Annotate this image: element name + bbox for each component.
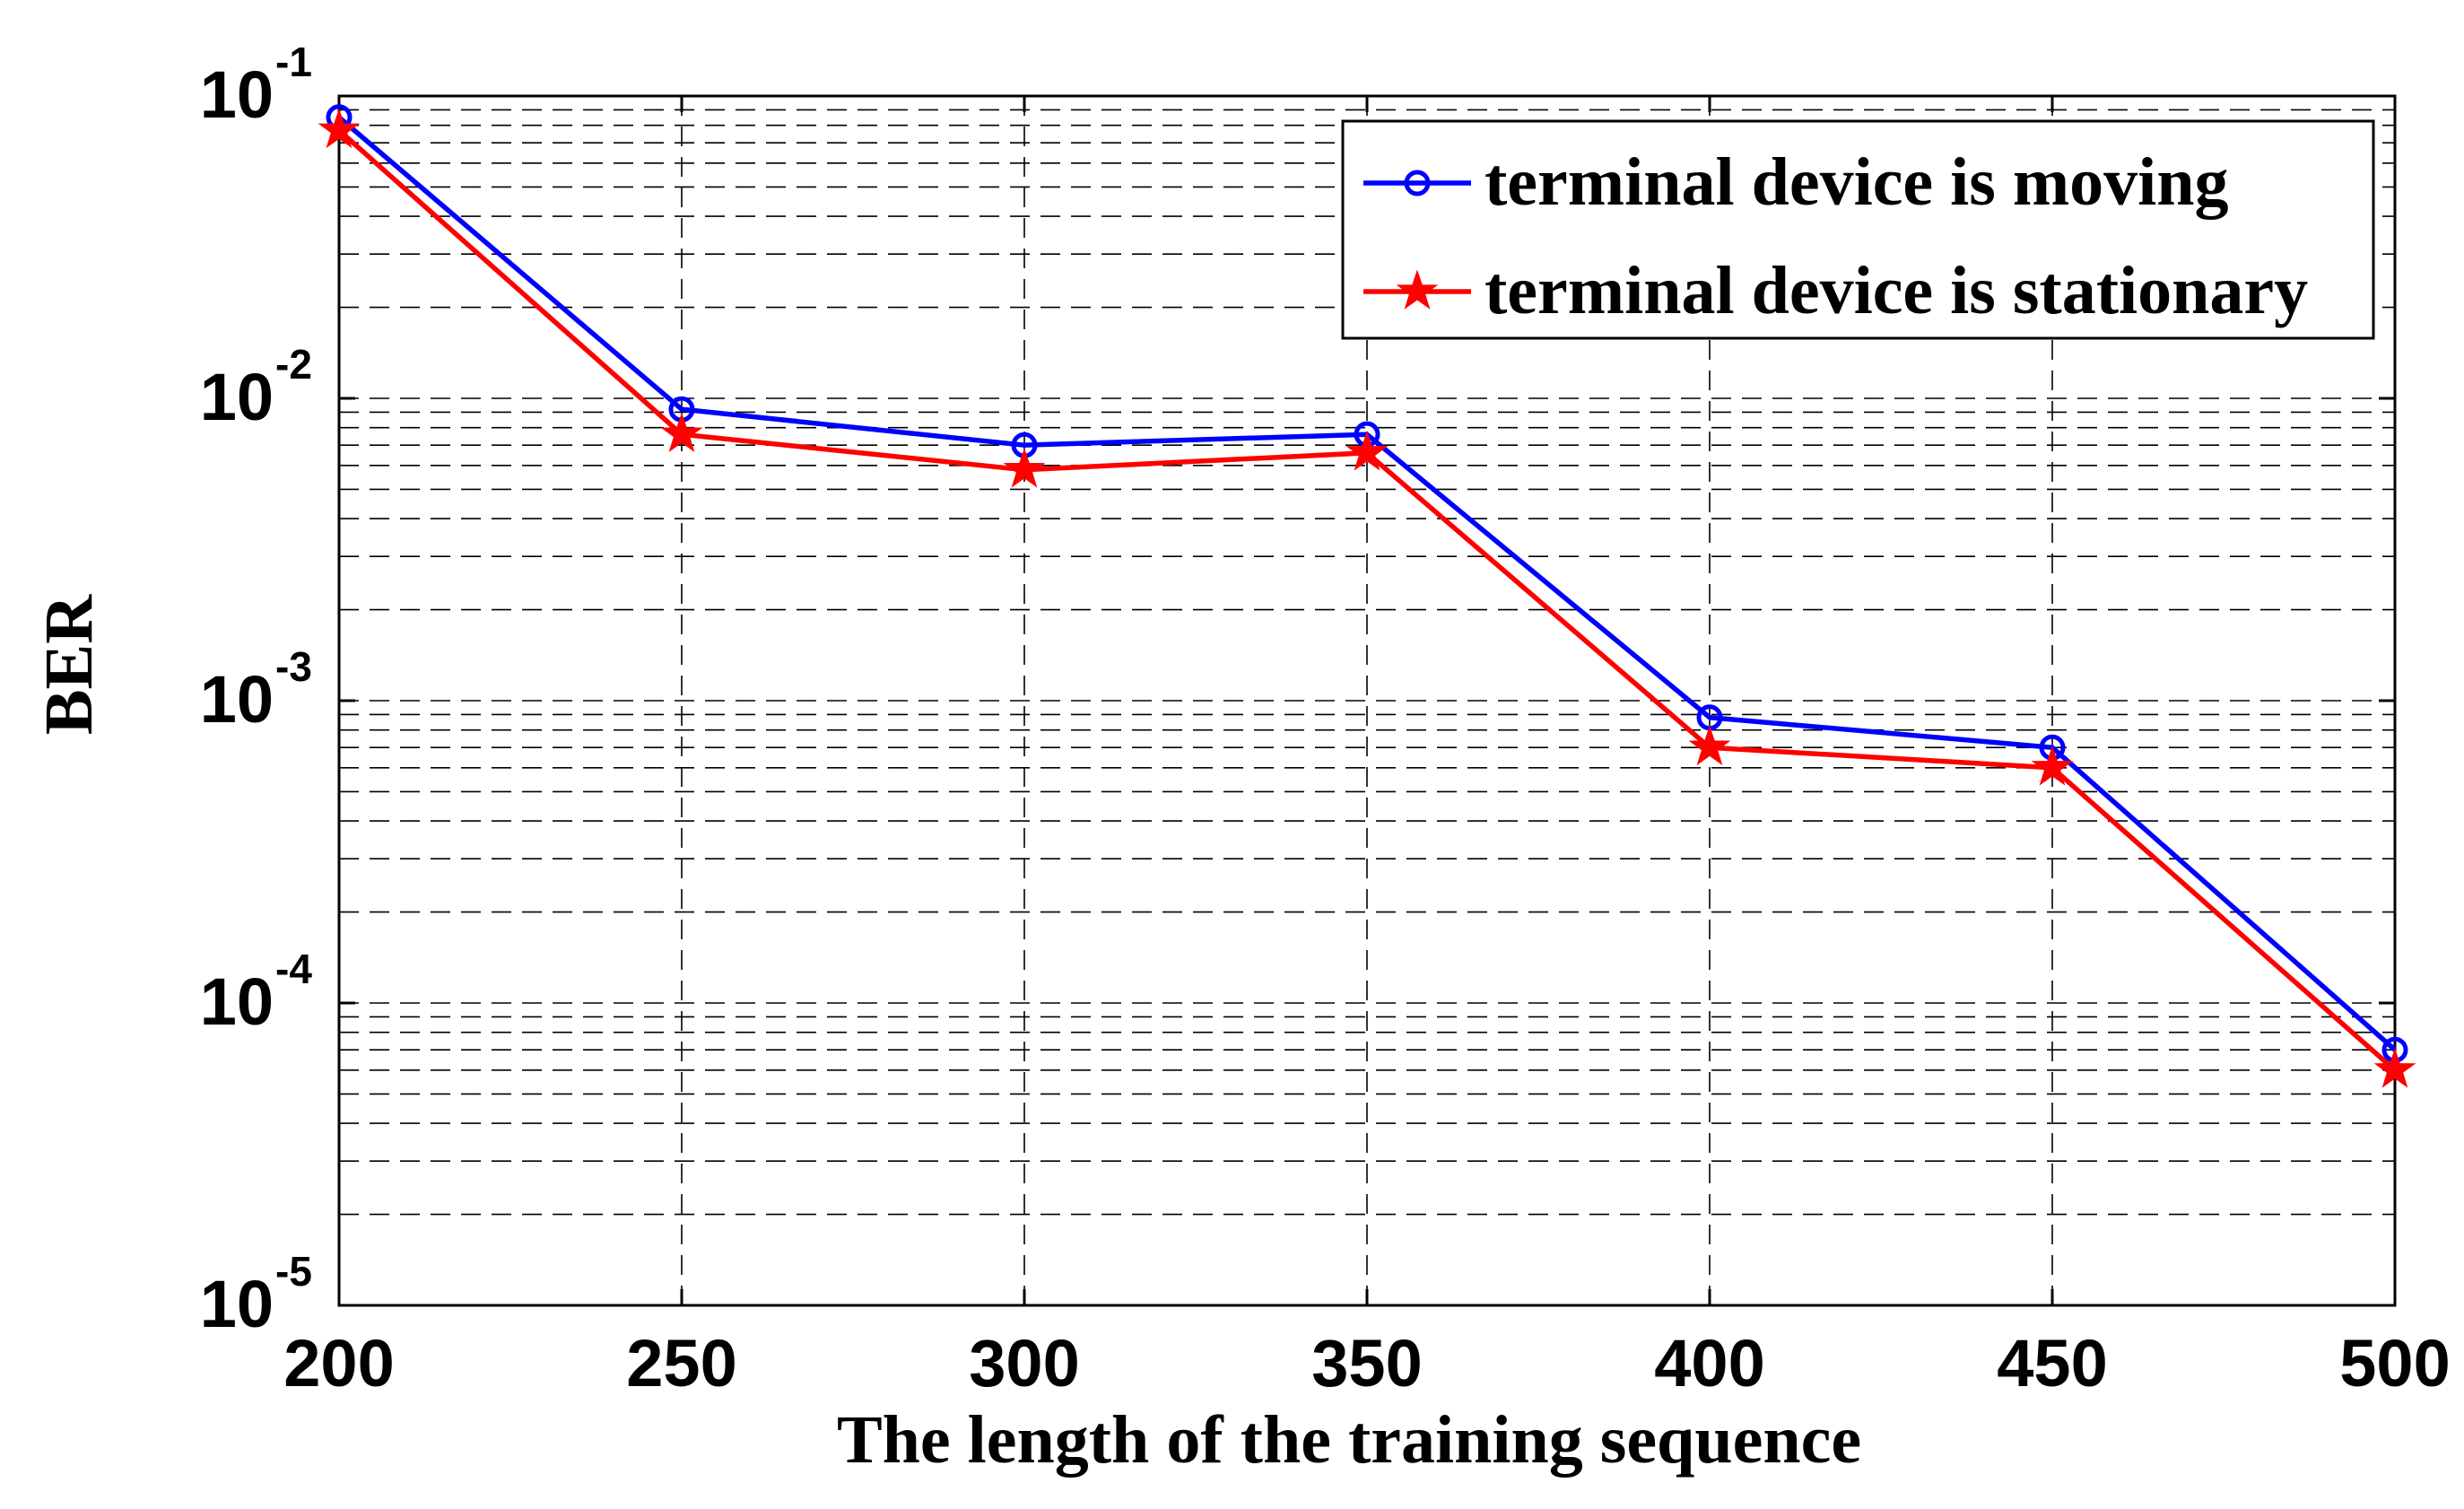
y-tick-label: 10 -1 (200, 39, 312, 132)
x-tick-label: 500 (2339, 1326, 2450, 1400)
y-axis-label: BER (31, 594, 107, 735)
y-tick-label: 10 -5 (200, 1248, 312, 1341)
y-tick-exponent: -4 (275, 946, 312, 992)
x-tick-label: 300 (969, 1326, 1079, 1400)
series-1 (318, 108, 2416, 1088)
legend-entry: terminal device is moving (1363, 144, 2229, 220)
data-point (2031, 746, 2074, 786)
data-point (318, 108, 361, 149)
data-point (1003, 448, 1046, 488)
y-tick-exponent: -1 (275, 39, 312, 85)
x-tick-label: 200 (283, 1326, 394, 1400)
y-tick-base: 10 (200, 964, 274, 1039)
data-point (2373, 1048, 2416, 1088)
x-tick-label: 400 (1654, 1326, 1764, 1400)
y-tick-label: 10 -4 (200, 946, 313, 1039)
x-tick-label: 450 (1997, 1326, 2107, 1400)
data-point (1396, 269, 1439, 310)
x-tick-label: 350 (1311, 1326, 1422, 1400)
data-point (1688, 725, 1731, 766)
legend: terminal device is moving terminal device… (1341, 119, 2375, 340)
legend-entry: terminal device is stationary (1363, 253, 2308, 328)
y-tick-base: 10 (200, 360, 274, 434)
y-tick-exponent: -2 (275, 341, 312, 388)
y-tick-base: 10 (200, 662, 274, 737)
legend-label: terminal device is stationary (1484, 253, 2308, 328)
x-axis-label: The length of the training sequence (837, 1402, 1861, 1478)
y-tick-label: 10 -3 (200, 643, 312, 737)
y-tick-label: 10 -2 (200, 341, 312, 434)
y-tick-exponent: -3 (275, 643, 312, 690)
data-point (1404, 170, 1431, 196)
legend-label: terminal device is moving (1484, 144, 2229, 220)
y-tick-base: 10 (200, 1267, 274, 1341)
data-point (1345, 431, 1389, 471)
legend-box (1341, 119, 2375, 340)
x-tick-label: 250 (626, 1326, 736, 1400)
data-point (660, 412, 703, 453)
y-tick-base: 10 (200, 57, 274, 132)
y-tick-exponent: -5 (275, 1248, 312, 1295)
series (318, 104, 2416, 1088)
